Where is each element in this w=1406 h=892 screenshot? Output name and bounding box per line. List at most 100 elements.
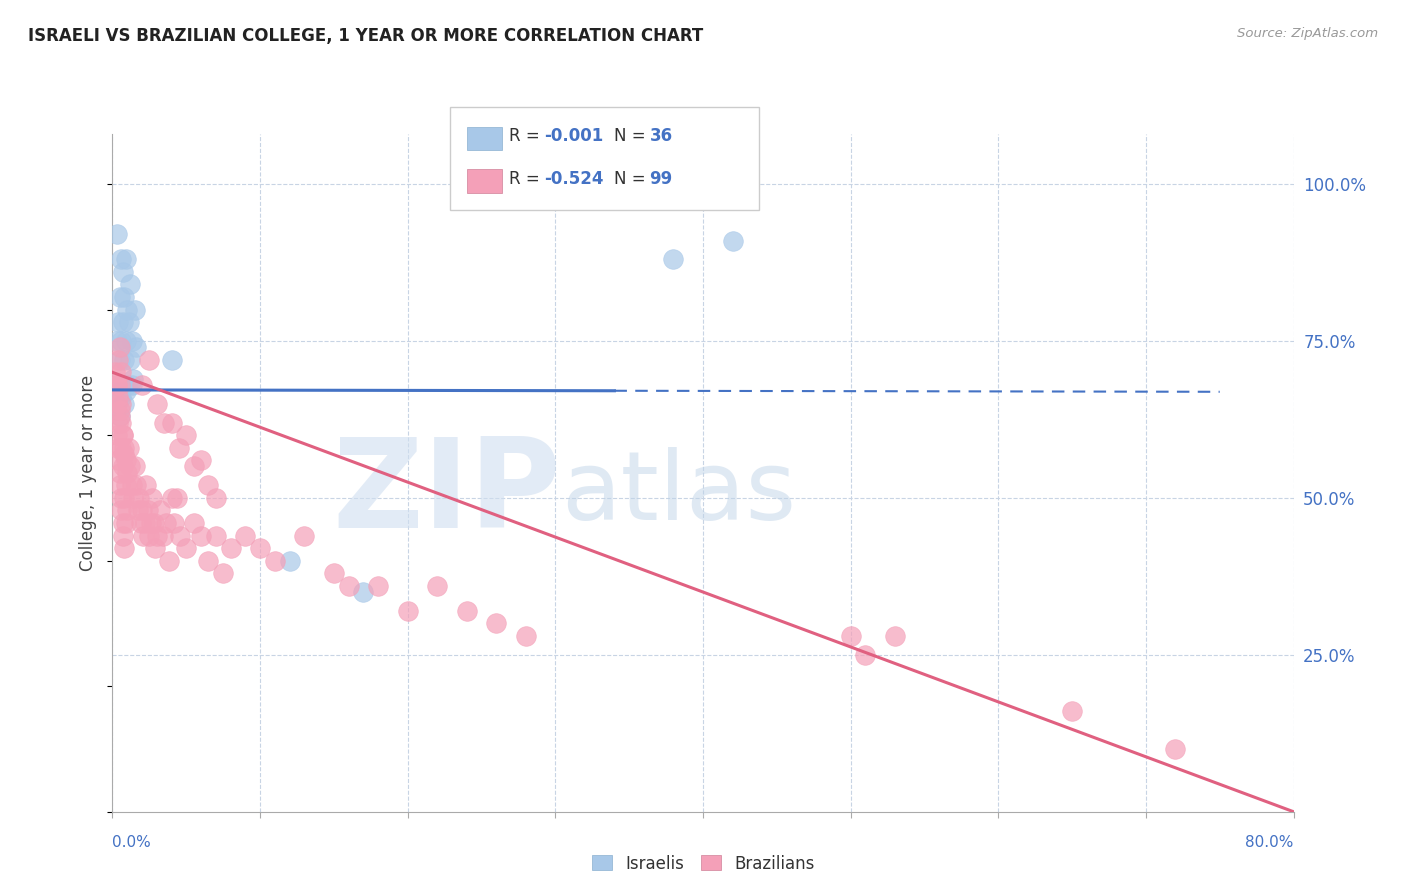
Point <box>219 541 242 555</box>
Point <box>108 377 131 392</box>
Point <box>124 302 146 317</box>
Text: R =: R = <box>509 170 546 188</box>
Point <box>122 371 145 385</box>
Point <box>112 290 135 304</box>
Point <box>114 478 136 492</box>
Point <box>205 491 228 505</box>
Point <box>426 579 449 593</box>
Point <box>190 528 212 542</box>
Text: N =: N = <box>614 128 651 145</box>
Point <box>122 491 145 505</box>
Point <box>104 365 127 379</box>
Text: Source: ZipAtlas.com: Source: ZipAtlas.com <box>1237 27 1378 40</box>
Point <box>105 377 128 392</box>
Point <box>149 503 172 517</box>
Point <box>114 516 136 530</box>
Point <box>515 629 537 643</box>
Point <box>169 528 191 542</box>
Point <box>105 377 128 392</box>
Text: atlas: atlas <box>561 447 796 540</box>
Point <box>110 334 132 348</box>
Point <box>174 428 197 442</box>
Point <box>174 541 197 555</box>
Point <box>110 252 132 267</box>
Text: ZIP: ZIP <box>333 433 561 554</box>
Point <box>1062 704 1084 718</box>
Text: 99: 99 <box>650 170 673 188</box>
Point <box>114 453 136 467</box>
Point <box>121 334 143 348</box>
Point <box>128 491 150 505</box>
Point <box>110 391 132 405</box>
Point <box>108 340 131 354</box>
Point <box>183 516 205 530</box>
Point <box>112 441 135 455</box>
Point <box>117 503 138 517</box>
Point <box>112 397 135 411</box>
Point <box>117 466 138 480</box>
Point <box>105 397 128 411</box>
Point <box>108 478 131 492</box>
Point <box>129 516 152 530</box>
Text: 0.0%: 0.0% <box>112 836 152 850</box>
Point <box>155 516 177 530</box>
Point <box>118 441 141 455</box>
Point <box>183 459 205 474</box>
Point <box>108 352 131 367</box>
Point <box>166 491 188 505</box>
Point <box>143 541 166 555</box>
Point <box>112 352 135 367</box>
Point <box>135 478 157 492</box>
Point <box>117 302 138 317</box>
Point <box>104 403 127 417</box>
Point <box>120 352 142 367</box>
Point <box>136 503 159 517</box>
Point <box>323 566 346 581</box>
Point <box>117 377 138 392</box>
Point <box>131 377 153 392</box>
Point <box>146 397 169 411</box>
Point <box>190 453 212 467</box>
Point <box>121 377 143 392</box>
Point <box>160 491 183 505</box>
Point <box>292 528 315 542</box>
Point <box>108 290 131 304</box>
Point <box>212 566 235 581</box>
Point <box>160 352 183 367</box>
Point <box>111 459 134 474</box>
Point <box>721 234 744 248</box>
Point <box>125 478 148 492</box>
Point <box>163 516 186 530</box>
Point <box>110 397 132 411</box>
Point <box>157 554 180 568</box>
Point <box>127 503 149 517</box>
Text: 80.0%: 80.0% <box>1246 836 1294 850</box>
Point <box>396 604 419 618</box>
Point <box>337 579 360 593</box>
Point <box>114 384 136 399</box>
Point <box>107 377 129 392</box>
Point <box>485 616 508 631</box>
Text: R =: R = <box>509 128 546 145</box>
Point <box>205 528 228 542</box>
Point <box>107 352 129 367</box>
Point <box>160 416 183 430</box>
Point <box>138 352 160 367</box>
Point <box>264 554 287 568</box>
Text: -0.001: -0.001 <box>544 128 603 145</box>
Point <box>107 416 129 430</box>
Point <box>105 227 128 242</box>
Point <box>141 491 163 505</box>
Point <box>278 554 301 568</box>
Point <box>107 453 129 467</box>
Point <box>111 265 134 279</box>
Point <box>138 528 160 542</box>
Point <box>108 409 131 424</box>
Point <box>107 391 129 405</box>
Point <box>662 252 685 267</box>
Point <box>110 441 132 455</box>
Point <box>124 459 146 474</box>
Point <box>839 629 862 643</box>
Point <box>114 252 136 267</box>
Point <box>142 516 165 530</box>
